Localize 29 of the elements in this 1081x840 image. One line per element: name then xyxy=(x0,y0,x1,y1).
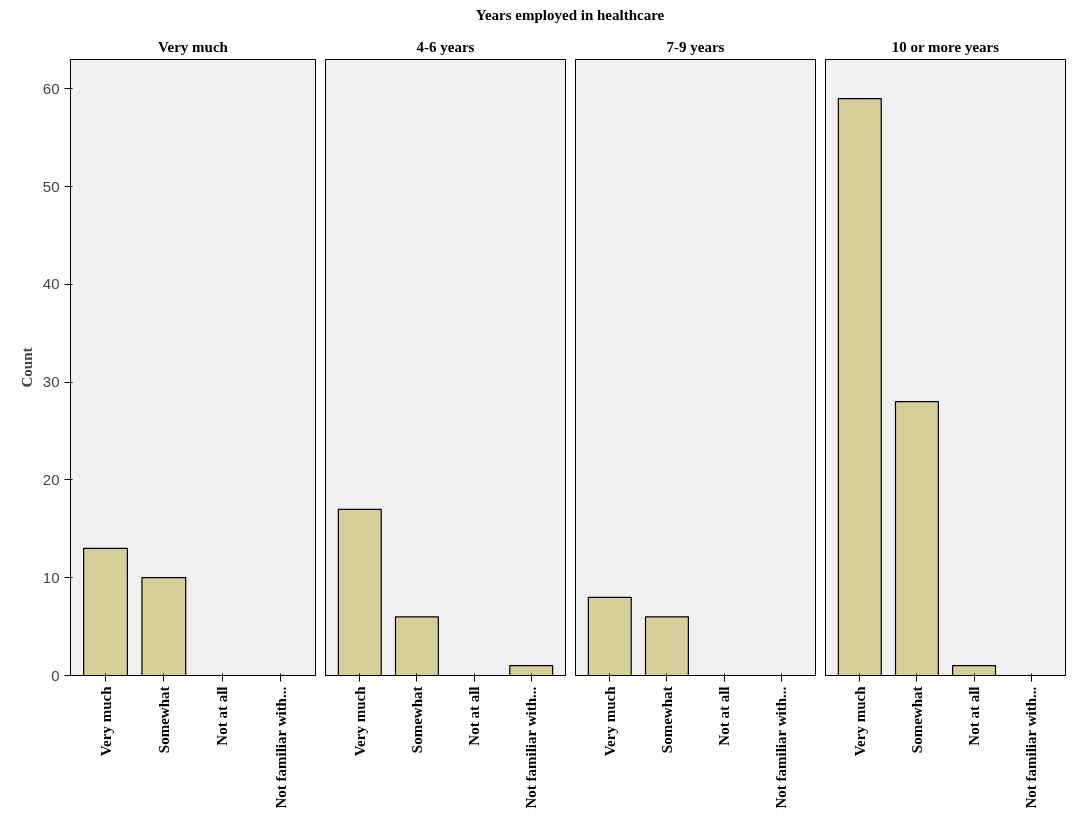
x-tick-label: Not familiar with... xyxy=(523,686,540,809)
y-tick-label: 30 xyxy=(42,373,60,391)
y-tick-label: 10 xyxy=(42,569,60,587)
x-tick-label: Not at all xyxy=(214,686,231,747)
chart-title: Very much xyxy=(158,38,229,55)
y-axis-title: Count xyxy=(18,347,35,388)
y-tick-label: 40 xyxy=(42,275,60,293)
y-tick-label: 60 xyxy=(42,80,60,98)
x-tick-label: Not familiar with... xyxy=(773,686,790,809)
x-tick-label: Not at all xyxy=(466,686,483,747)
x-tick-label: Very much xyxy=(351,686,368,757)
x-tick-label: Somewhat xyxy=(908,686,925,754)
x-tick-label: Not at all xyxy=(966,686,983,747)
x-tick-label: Very much xyxy=(97,686,114,757)
chart-title: 7-9 years xyxy=(666,38,725,55)
x-tick-label: Not at all xyxy=(716,686,733,747)
x-tick-label: Not familiar with... xyxy=(272,686,289,809)
x-tick-label: Somewhat xyxy=(658,686,675,754)
x-tick-label: Not familiar with... xyxy=(1023,686,1040,809)
chart-title: 4-6 years xyxy=(416,38,475,55)
chart-title: 10 or more years xyxy=(891,38,1000,55)
x-tick-label: Very much xyxy=(851,686,868,757)
y-tick-label: 20 xyxy=(42,471,60,489)
x-tick-label: Somewhat xyxy=(155,686,172,754)
x-tick-label: Somewhat xyxy=(408,686,425,754)
text: Years employed in healthcare xyxy=(475,6,665,25)
y-tick-label: 50 xyxy=(42,178,60,196)
x-tick-label: Very much xyxy=(601,686,618,757)
y-tick-label: 0 xyxy=(51,666,60,684)
